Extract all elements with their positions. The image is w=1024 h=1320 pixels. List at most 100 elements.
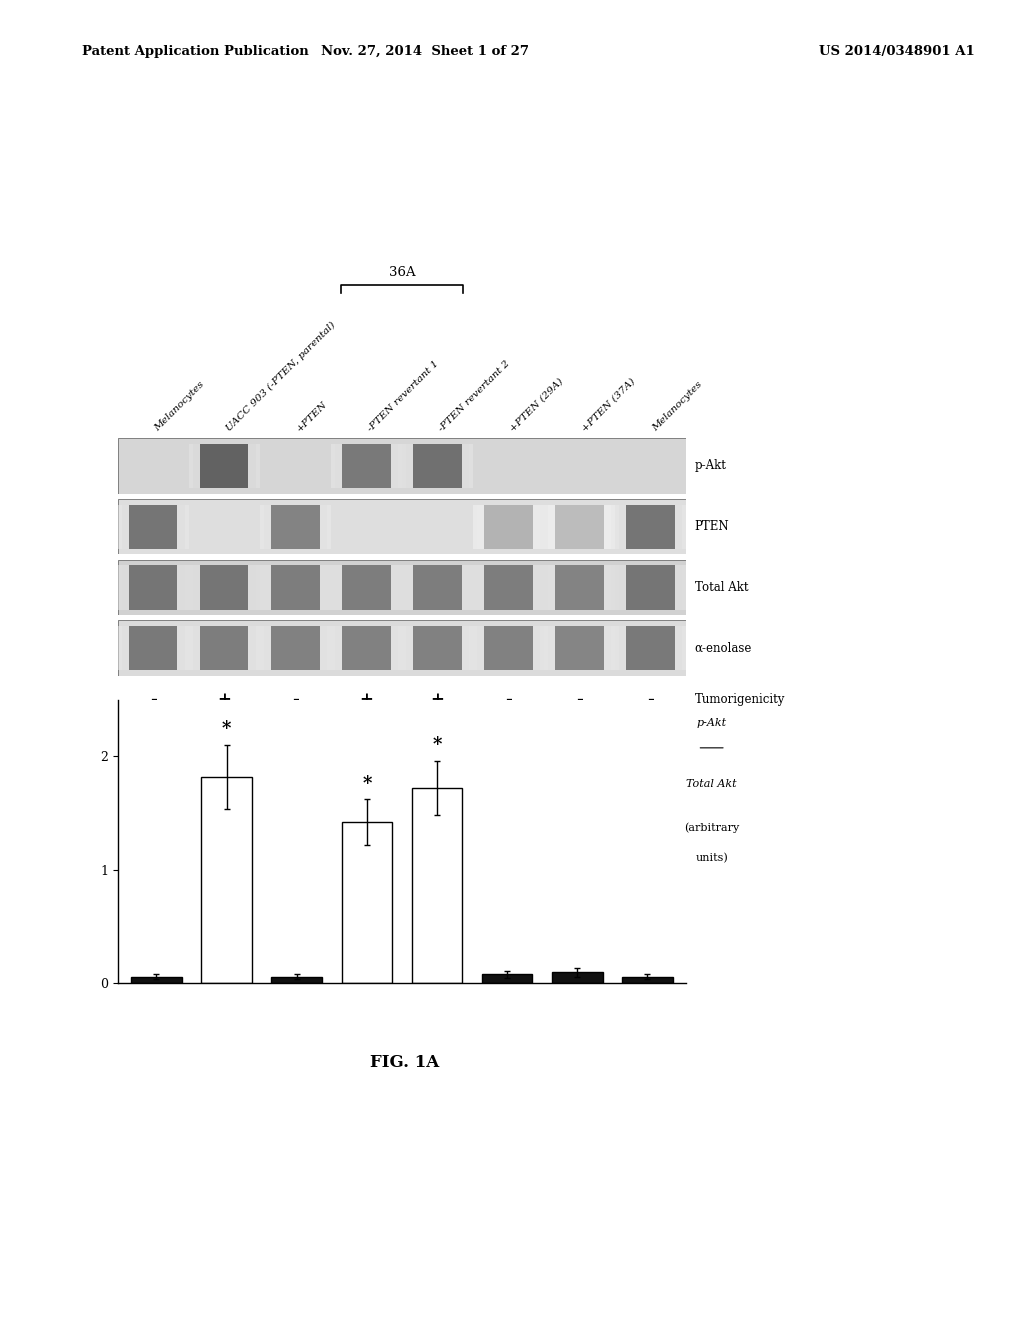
- Bar: [260, 565, 331, 610]
- Bar: [188, 444, 260, 488]
- Bar: [188, 565, 260, 610]
- Bar: [555, 504, 604, 549]
- Bar: [620, 626, 682, 671]
- Bar: [620, 565, 682, 610]
- Bar: [414, 565, 462, 610]
- Text: units): units): [695, 853, 728, 863]
- Bar: [118, 565, 189, 610]
- Bar: [200, 626, 249, 671]
- Bar: [118, 626, 189, 671]
- Text: Nov. 27, 2014  Sheet 1 of 27: Nov. 27, 2014 Sheet 1 of 27: [321, 45, 529, 58]
- Bar: [342, 444, 390, 488]
- Bar: [342, 822, 392, 983]
- Bar: [131, 977, 181, 983]
- Text: +: +: [430, 692, 444, 708]
- Text: p-Akt: p-Akt: [694, 459, 726, 473]
- Text: UACC 903 (-PTEN, parental): UACC 903 (-PTEN, parental): [224, 321, 337, 433]
- Bar: [548, 626, 611, 671]
- Bar: [264, 504, 327, 549]
- Bar: [473, 504, 544, 549]
- Bar: [193, 626, 256, 671]
- Bar: [484, 504, 532, 549]
- Bar: [401, 565, 473, 610]
- Bar: [335, 565, 397, 610]
- Bar: [401, 626, 473, 671]
- Bar: [193, 444, 256, 488]
- Text: Tumorigenicity: Tumorigenicity: [694, 693, 785, 706]
- Bar: [122, 504, 184, 549]
- Bar: [614, 504, 686, 549]
- Text: -PTEN revertant 2: -PTEN revertant 2: [437, 359, 512, 433]
- Text: α-enolase: α-enolase: [694, 642, 752, 655]
- Bar: [484, 626, 532, 671]
- Bar: [200, 444, 249, 488]
- Text: *: *: [222, 721, 231, 738]
- Bar: [122, 565, 184, 610]
- Bar: [401, 444, 473, 488]
- Text: +PTEN (29A): +PTEN (29A): [509, 376, 565, 433]
- Bar: [331, 444, 402, 488]
- Bar: [335, 626, 397, 671]
- Text: +PTEN: +PTEN: [295, 399, 330, 433]
- Bar: [627, 626, 675, 671]
- Text: (arbitrary: (arbitrary: [684, 822, 739, 833]
- Bar: [271, 626, 319, 671]
- Bar: [623, 977, 673, 983]
- Text: +PTEN (37A): +PTEN (37A): [580, 376, 636, 433]
- Bar: [129, 626, 177, 671]
- Bar: [477, 626, 540, 671]
- Bar: [200, 565, 249, 610]
- Bar: [271, 977, 322, 983]
- Text: 36A: 36A: [388, 267, 416, 280]
- Bar: [407, 626, 469, 671]
- Bar: [477, 565, 540, 610]
- Text: *: *: [362, 775, 372, 793]
- Bar: [264, 626, 327, 671]
- Text: Total Akt: Total Akt: [686, 779, 737, 789]
- Bar: [555, 626, 604, 671]
- Bar: [614, 626, 686, 671]
- Bar: [627, 504, 675, 549]
- Bar: [412, 788, 462, 983]
- Bar: [473, 626, 544, 671]
- Text: *: *: [432, 737, 441, 754]
- Text: -: -: [292, 692, 299, 708]
- Text: Melanocytes: Melanocytes: [650, 380, 703, 433]
- Bar: [414, 444, 462, 488]
- Bar: [122, 626, 184, 671]
- Bar: [129, 504, 177, 549]
- Bar: [188, 626, 260, 671]
- Bar: [484, 565, 532, 610]
- Bar: [264, 565, 327, 610]
- Bar: [473, 565, 544, 610]
- Bar: [342, 565, 390, 610]
- Bar: [548, 504, 611, 549]
- Bar: [260, 626, 331, 671]
- Bar: [342, 626, 390, 671]
- Bar: [548, 565, 611, 610]
- Bar: [331, 565, 402, 610]
- Bar: [129, 565, 177, 610]
- Bar: [477, 504, 540, 549]
- Text: US 2014/0348901 A1: US 2014/0348901 A1: [819, 45, 975, 58]
- Bar: [271, 504, 319, 549]
- Text: Patent Application Publication: Patent Application Publication: [82, 45, 308, 58]
- Text: -: -: [647, 692, 654, 708]
- Bar: [202, 776, 252, 983]
- Text: -: -: [577, 692, 583, 708]
- Bar: [193, 565, 256, 610]
- Bar: [555, 565, 604, 610]
- Text: -: -: [150, 692, 157, 708]
- Bar: [260, 504, 331, 549]
- Text: PTEN: PTEN: [694, 520, 729, 533]
- Text: FIG. 1A: FIG. 1A: [370, 1055, 439, 1071]
- Bar: [544, 626, 615, 671]
- Text: +: +: [217, 692, 231, 708]
- Bar: [544, 504, 615, 549]
- Text: -PTEN revertant 1: -PTEN revertant 1: [367, 359, 441, 433]
- Bar: [331, 626, 402, 671]
- Text: -: -: [505, 692, 512, 708]
- Bar: [482, 974, 532, 983]
- Bar: [271, 565, 319, 610]
- Text: +: +: [359, 692, 374, 708]
